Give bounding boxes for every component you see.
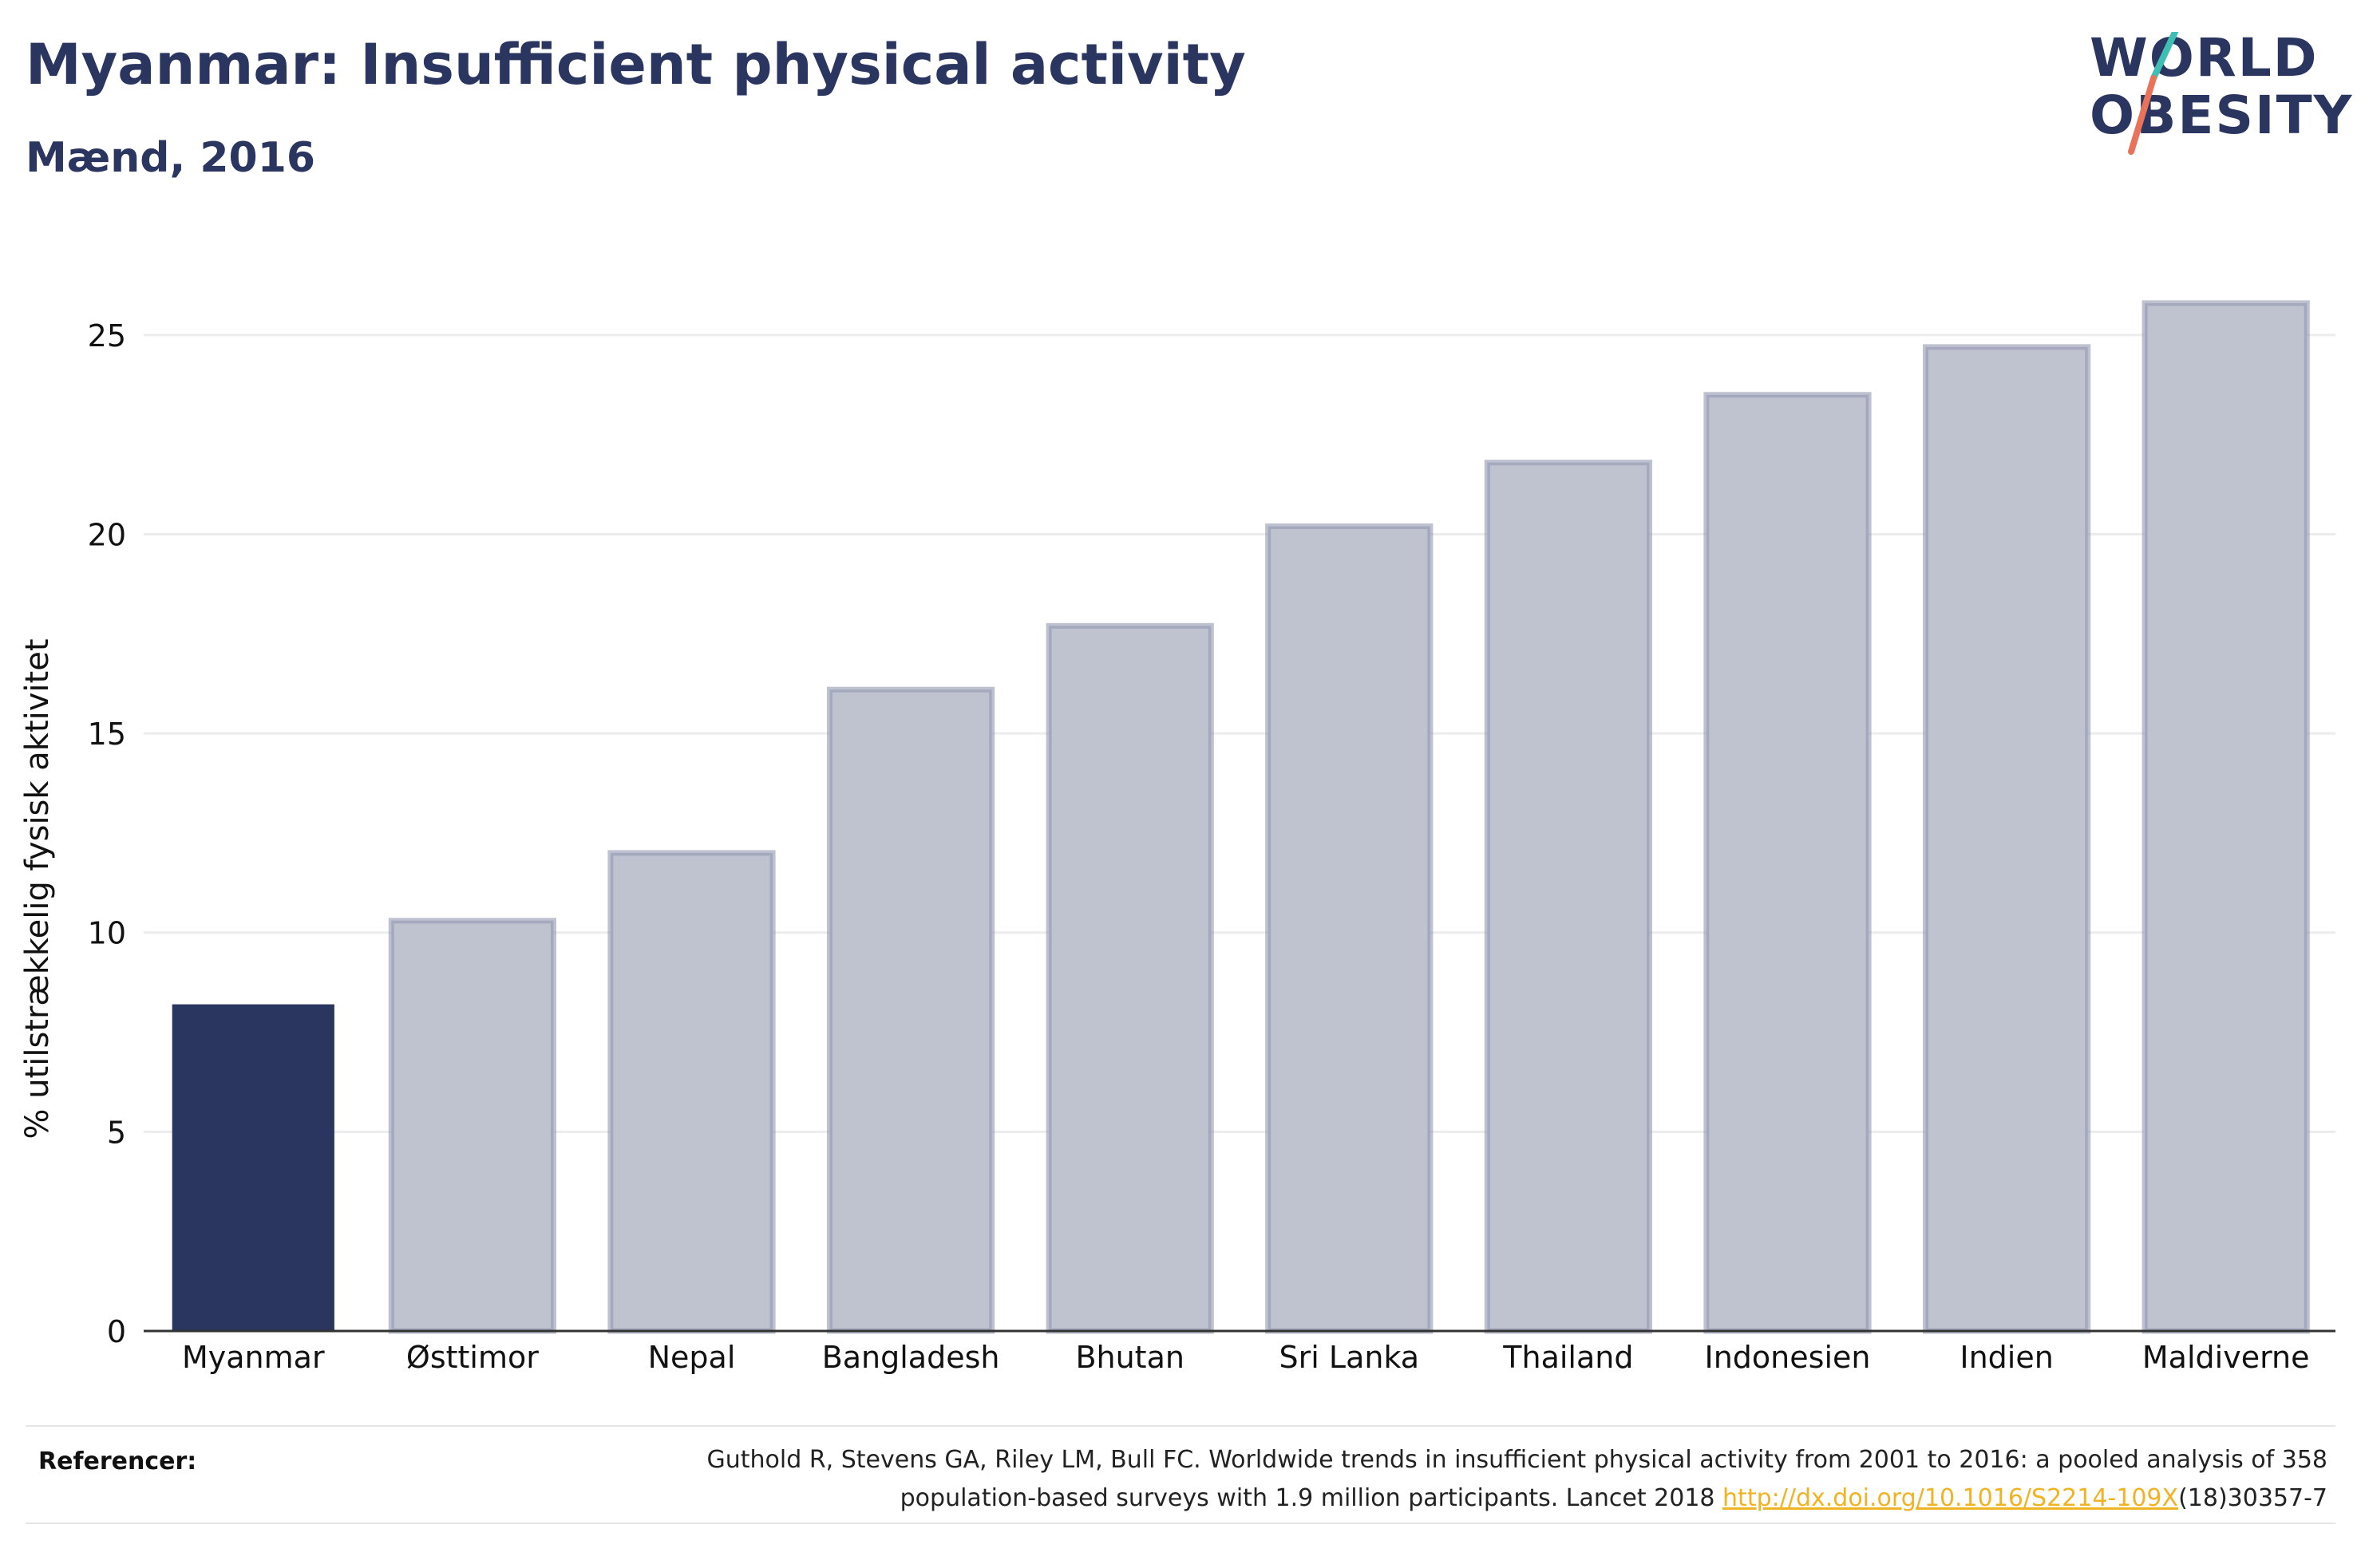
y-tick-label: 10 bbox=[88, 916, 126, 951]
x-tick-label: Indonesien bbox=[1705, 1340, 1871, 1375]
y-tick-label: 20 bbox=[88, 517, 126, 552]
reference-doi-link[interactable]: http://dx.doi.org/10.1016/S2214-109X bbox=[1722, 1484, 2179, 1512]
y-tick-label: 5 bbox=[107, 1115, 126, 1150]
chart-subtitle: Mænd, 2016 bbox=[26, 134, 316, 182]
chart-title: Myanmar: Insufficient physical activity bbox=[26, 32, 1246, 97]
world-obesity-logo: WORLD OBESITY bbox=[2083, 27, 2351, 176]
bar-indien[interactable] bbox=[1922, 344, 2091, 1334]
bar-bhutan[interactable] bbox=[1046, 622, 1214, 1334]
bar-thailand[interactable] bbox=[1484, 460, 1653, 1334]
x-tick-label: Maldiverne bbox=[2142, 1340, 2310, 1375]
references-text: Guthold R, Stevens GA, Riley LM, Bull FC… bbox=[492, 1441, 2327, 1518]
y-axis-label: % utilstrækkelig fysisk aktivitet bbox=[19, 638, 56, 1139]
bar-østtimor[interactable] bbox=[388, 918, 557, 1334]
x-tick-label: Bhutan bbox=[1075, 1340, 1184, 1375]
x-tick-label: Nepal bbox=[648, 1340, 736, 1375]
y-tick-label: 25 bbox=[88, 318, 126, 353]
x-tick-label: Sri Lanka bbox=[1279, 1340, 1420, 1375]
x-tick-label: Myanmar bbox=[182, 1340, 325, 1375]
bar-indonesien[interactable] bbox=[1703, 392, 1872, 1334]
x-tick-label: Indien bbox=[1960, 1340, 2053, 1375]
footer-divider-bottom bbox=[26, 1523, 2335, 1524]
bar-myanmar[interactable] bbox=[172, 1004, 334, 1331]
logo-word-obesity: OBESITY bbox=[2090, 85, 2354, 146]
y-tick-label: 15 bbox=[88, 717, 126, 752]
bar-bangladesh[interactable] bbox=[826, 686, 995, 1334]
reference-line-1: Guthold R, Stevens GA, Riley LM, Bull FC… bbox=[706, 1446, 2327, 1474]
x-tick-label: Østtimor bbox=[406, 1340, 539, 1375]
reference-line-2-start: population-based surveys with 1.9 millio… bbox=[900, 1484, 1723, 1512]
bar-chart: 0 5 10 15 20 25 Myanmar Østtimor Nepal Banglades… bbox=[19, 300, 2335, 1375]
bar-sri-lanka[interactable] bbox=[1265, 523, 1434, 1334]
x-tick-labels: Myanmar Østtimor Nepal Bangladesh Bhutan Sri … bbox=[182, 1340, 2309, 1375]
x-tick-label: Bangladesh bbox=[822, 1340, 1000, 1375]
reference-line-2: population-based surveys with 1.9 millio… bbox=[492, 1479, 2327, 1518]
y-tick-label: 0 bbox=[107, 1314, 126, 1349]
bar-nepal[interactable] bbox=[607, 850, 776, 1334]
bar-maldiverne[interactable] bbox=[2142, 300, 2310, 1334]
x-tick-label: Thailand bbox=[1502, 1340, 1633, 1375]
footer-divider-top bbox=[26, 1425, 2335, 1427]
logo-slash-icon bbox=[2128, 32, 2179, 155]
bars bbox=[172, 300, 2310, 1334]
logo-word-world: WORLD bbox=[2090, 27, 2319, 89]
reference-line-2-end: (18)30357-7 bbox=[2178, 1484, 2327, 1512]
references-label: Referencer: bbox=[38, 1448, 197, 1475]
y-tick-labels: 0 5 10 15 20 25 bbox=[88, 318, 126, 1349]
